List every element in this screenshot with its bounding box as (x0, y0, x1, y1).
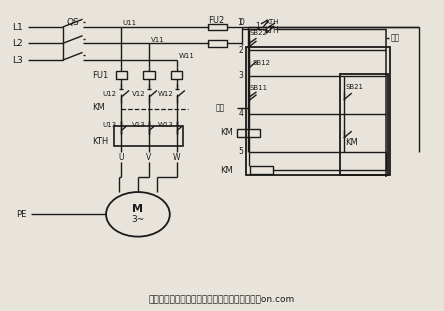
Text: U11: U11 (123, 20, 137, 26)
Text: KM: KM (345, 137, 358, 146)
Text: V13: V13 (132, 122, 146, 128)
Text: SB22: SB22 (250, 30, 268, 36)
Text: 0: 0 (240, 18, 245, 27)
Text: U: U (119, 153, 124, 162)
Text: L3: L3 (12, 56, 23, 65)
Text: 乙地: 乙地 (390, 33, 400, 42)
Text: W12: W12 (158, 91, 173, 97)
Text: U13: U13 (103, 122, 117, 128)
Bar (143, 71, 155, 79)
Text: FU1: FU1 (92, 71, 109, 80)
Bar (340, 74, 388, 175)
Bar (208, 24, 227, 30)
Bar (115, 71, 127, 79)
Bar (250, 166, 274, 174)
Text: 5: 5 (238, 147, 243, 156)
Text: KTH: KTH (92, 137, 109, 146)
Bar (171, 71, 182, 79)
Text: V11: V11 (151, 37, 164, 43)
Text: KM: KM (220, 128, 233, 137)
Bar (208, 40, 227, 47)
Text: SB21: SB21 (345, 84, 364, 90)
Text: L2: L2 (12, 39, 22, 48)
Text: W13: W13 (158, 122, 173, 128)
Text: 1: 1 (238, 18, 242, 27)
Text: KM: KM (92, 103, 105, 112)
Bar (115, 126, 183, 146)
Text: W11: W11 (178, 53, 194, 59)
Text: 4: 4 (238, 109, 243, 118)
Text: L1: L1 (12, 22, 23, 31)
Text: QS: QS (66, 18, 79, 27)
Text: V12: V12 (132, 91, 146, 97)
Text: M: M (132, 204, 143, 214)
Text: 1: 1 (255, 21, 260, 30)
Text: V: V (147, 153, 151, 162)
Text: KTH: KTH (265, 26, 279, 35)
Bar (246, 47, 390, 175)
Text: 3~: 3~ (131, 215, 145, 224)
Text: 3: 3 (238, 71, 243, 80)
Text: U12: U12 (103, 91, 117, 97)
Text: W: W (173, 153, 181, 162)
Text: PE: PE (16, 210, 27, 219)
Text: KM: KM (220, 166, 233, 175)
Text: 2: 2 (238, 46, 243, 55)
Text: FU2: FU2 (208, 16, 224, 25)
Text: 两地控制的过载保护接触器自锁正转控制线路图on.com: 两地控制的过载保护接触器自锁正转控制线路图on.com (149, 295, 295, 304)
Text: 甲地: 甲地 (215, 103, 225, 112)
Text: KTH: KTH (266, 19, 279, 25)
Bar (237, 129, 260, 137)
Text: SB11: SB11 (250, 85, 268, 91)
Text: SB12: SB12 (252, 60, 270, 66)
